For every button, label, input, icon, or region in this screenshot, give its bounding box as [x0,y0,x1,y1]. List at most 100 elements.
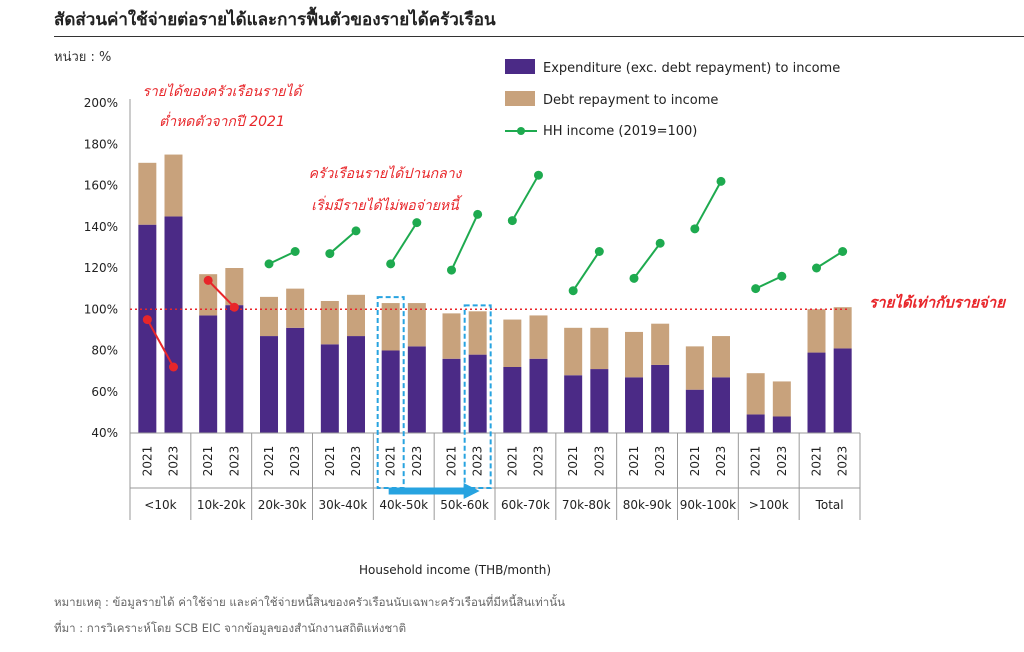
bar-expenditure [164,216,183,433]
title-divider [54,36,1024,37]
hh-income-line [511,174,540,222]
bar-expenditure [746,414,765,433]
hh-income-point [447,265,457,275]
bar-expenditure [503,367,522,433]
source-note: ที่มา : การวิเคราะห์โดย SCB EIC จากข้อมู… [54,621,407,635]
year-tick-label: 2021 [262,446,276,477]
hh-income-point [533,170,543,180]
bar-debt-repayment [529,315,548,359]
group-tick-label: 10k-20k [197,498,246,512]
bar-expenditure [381,350,400,433]
bar-expenditure [442,358,461,433]
group-tick-label: 30k-40k [319,498,368,512]
hh-income-point [168,362,178,372]
breakeven-label: รายได้เท่ากับรายจ่าย [869,293,1006,311]
y-tick-label: 60% [91,385,118,399]
year-tick-label: 2023 [531,446,545,477]
y-tick-label: 160% [84,179,118,193]
hh-income-point [812,263,822,273]
bar-debt-repayment [625,331,644,378]
hh-income-point [690,224,700,234]
bar-expenditure [685,389,704,433]
year-tick-label: 2021 [749,446,763,477]
year-tick-label: 2021 [445,446,459,477]
year-tick-label: 2021 [140,446,154,477]
group-tick-label: >100k [749,498,789,512]
hh-income-point [386,259,396,269]
chart-area: 40% 60% 80% 100% 120% 140% 160% 180% 200% 2021 202… [84,59,1006,577]
bars-layer [138,154,852,433]
bar-debt-repayment [685,346,704,390]
bar-debt-repayment [711,336,730,378]
year-tick-label: 2021 [566,446,580,477]
hh-income-point [838,247,848,256]
legend-label-debt: Debt repayment to income [543,93,718,108]
hh-income-point [473,209,483,219]
bar-expenditure [260,336,279,433]
bar-debt-repayment [807,309,826,353]
year-tick-label: 2023 [166,446,180,477]
y-tick-label: 100% [84,302,118,316]
bar-debt-repayment [138,162,157,225]
year-tick-label: 2021 [688,446,702,477]
highlight-box [463,304,492,489]
y-tick-label: 200% [84,96,118,110]
legend: Expenditure (exc. debt repayment) to inc… [505,59,840,139]
hh-income-line [389,222,418,265]
year-tick-label: 2023 [653,446,667,477]
year-tick-label: 2023 [227,446,241,477]
hh-income-point [629,273,639,283]
group-tick-label: 50k-60k [440,498,489,512]
bar-debt-repayment [833,307,852,349]
bar-debt-repayment [442,313,461,359]
footnote: หมายเหตุ : ข้อมูลรายได้ ค่าใช้จ่าย และค่… [54,595,565,609]
hh-income-line [146,319,175,368]
bar-debt-repayment [468,311,487,355]
legend-swatch-expenditure [505,59,535,74]
bar-expenditure [529,358,548,433]
hh-income-line [450,213,479,271]
group-tick-label: 80k-90k [623,498,672,512]
bar-debt-repayment [381,303,400,351]
bar-debt-repayment [503,319,522,367]
bar-debt-repayment [260,296,279,337]
bar-debt-repayment [651,323,670,365]
income-lines-layer [142,170,848,372]
bar-expenditure [807,352,826,433]
hh-income-point [325,249,335,259]
bar-expenditure [625,377,644,433]
hh-income-point [142,315,152,325]
annotations-layer: รายได้เท่ากับรายจ่าย รายได้ของครัวเรือนรา… [130,83,1006,499]
year-tick-label: 2023 [288,446,302,477]
y-tick-label: 80% [91,344,118,358]
bar-expenditure [346,336,365,433]
y-tick-label: 140% [84,220,118,234]
hh-income-line [693,180,722,230]
annotation-middle-income-line1: ครัวเรือนรายได้ปานกลาง [309,165,463,182]
hh-income-point [751,284,761,294]
hh-income-line [755,275,783,290]
bar-debt-repayment [320,301,339,345]
bar-expenditure [407,346,426,433]
x-axis-title: Household income (THB/month) [359,563,551,577]
group-tick-label: Total [815,498,844,512]
shift-arrow-head [463,483,480,499]
bar-expenditure [711,377,730,433]
hh-income-point [264,259,274,269]
bar-debt-repayment [564,327,583,376]
group-tick-label: 70k-80k [562,498,611,512]
group-tick-label: 60k-70k [501,498,550,512]
year-tick-label: 2021 [505,446,519,477]
hh-income-point [229,302,239,312]
legend-marker-hh-income [517,127,525,135]
hh-income-line [633,242,661,279]
hh-income-line [329,230,357,255]
year-tick-label: 2023 [714,446,728,477]
hh-income-point [412,218,422,228]
group-tick-label: 40k-50k [379,498,428,512]
hh-income-point [351,226,361,236]
year-tick-label: 2023 [836,446,850,477]
bar-expenditure [833,348,852,433]
group-tick-label: 90k-100k [680,498,736,512]
hh-income-point [507,216,517,226]
